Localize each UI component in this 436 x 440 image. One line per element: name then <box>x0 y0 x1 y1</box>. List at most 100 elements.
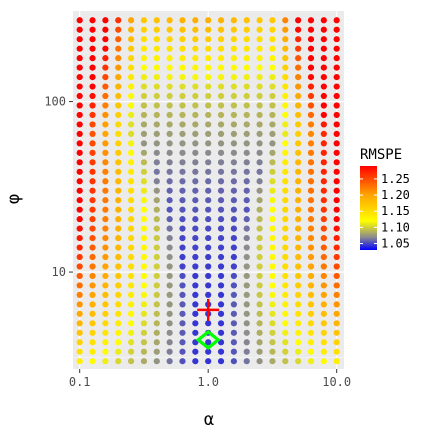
data-point <box>256 159 263 166</box>
data-point <box>140 348 148 355</box>
data-point <box>89 197 96 204</box>
data-point <box>115 159 122 166</box>
data-point <box>153 216 160 223</box>
data-point <box>76 225 83 232</box>
data-point <box>127 36 135 43</box>
data-point <box>192 36 199 43</box>
data-point <box>217 206 225 213</box>
x-axis-title: α <box>204 410 214 430</box>
data-point <box>269 149 276 156</box>
data-point <box>295 272 302 280</box>
data-point <box>89 225 96 232</box>
data-point <box>140 244 148 251</box>
data-point <box>230 301 237 308</box>
data-point <box>217 73 225 81</box>
data-point <box>89 83 96 90</box>
data-point <box>192 17 199 24</box>
data-point <box>102 244 109 251</box>
data-point <box>243 329 250 336</box>
data-point <box>140 92 148 100</box>
data-point <box>140 149 148 156</box>
data-point <box>243 45 250 52</box>
data-point <box>166 102 173 109</box>
data-point <box>333 168 340 175</box>
data-point <box>282 197 289 204</box>
data-point <box>179 320 186 327</box>
data-point <box>269 73 276 81</box>
data-point <box>243 282 250 289</box>
data-point <box>307 26 315 33</box>
data-point <box>282 26 289 33</box>
data-point <box>307 225 315 232</box>
data-point <box>243 197 250 204</box>
data-point <box>102 140 109 147</box>
data-point <box>76 64 83 71</box>
data-point <box>89 26 96 33</box>
markers <box>195 298 221 350</box>
data-point <box>127 272 135 280</box>
data-point <box>102 216 109 223</box>
data-point <box>115 64 122 71</box>
data-point <box>102 83 109 90</box>
data-point <box>320 329 327 336</box>
data-point <box>307 140 315 147</box>
data-point <box>217 83 225 90</box>
data-point <box>320 168 327 175</box>
data-point <box>153 225 160 232</box>
data-point <box>307 329 315 336</box>
data-point <box>76 348 83 355</box>
data-point <box>256 187 263 194</box>
data-point <box>153 178 160 185</box>
data-point <box>166 73 173 81</box>
data-point <box>230 339 237 346</box>
data-point <box>115 26 122 33</box>
data-point <box>102 26 109 33</box>
data-point <box>269 197 276 204</box>
data-point <box>295 26 302 33</box>
data-point <box>205 187 212 194</box>
data-point <box>295 187 302 194</box>
data-point <box>192 92 199 100</box>
data-point <box>320 291 327 299</box>
data-point <box>307 17 315 24</box>
data-point <box>243 301 250 308</box>
data-point <box>205 320 212 327</box>
data-point <box>166 225 173 232</box>
data-point <box>205 111 212 119</box>
data-point <box>179 206 186 213</box>
data-point <box>230 92 237 100</box>
data-point <box>256 121 263 128</box>
data-point <box>269 348 276 355</box>
data-point <box>102 178 109 185</box>
data-point <box>320 159 327 166</box>
data-point <box>153 26 160 33</box>
data-point <box>205 149 212 156</box>
data-point <box>333 36 340 43</box>
data-point <box>179 73 186 81</box>
data-point <box>295 73 302 81</box>
data-point <box>320 358 327 365</box>
y-tick-label: 10 <box>52 265 66 279</box>
data-point <box>307 244 315 251</box>
data-point <box>102 358 109 365</box>
data-point <box>115 149 122 156</box>
data-point <box>205 348 212 355</box>
data-point <box>230 310 237 317</box>
data-point <box>153 329 160 336</box>
data-point <box>153 197 160 204</box>
data-point <box>256 339 263 346</box>
data-point <box>243 83 250 90</box>
data-point <box>295 197 302 204</box>
data-point <box>192 64 199 71</box>
data-point <box>205 244 212 251</box>
data-point <box>153 83 160 90</box>
data-point <box>230 111 237 119</box>
data-point <box>179 301 186 308</box>
data-point <box>76 310 83 317</box>
data-point <box>89 73 96 81</box>
data-point <box>192 26 199 33</box>
data-point <box>153 45 160 52</box>
data-point <box>205 130 212 138</box>
data-point <box>333 234 340 242</box>
data-point <box>230 168 237 175</box>
